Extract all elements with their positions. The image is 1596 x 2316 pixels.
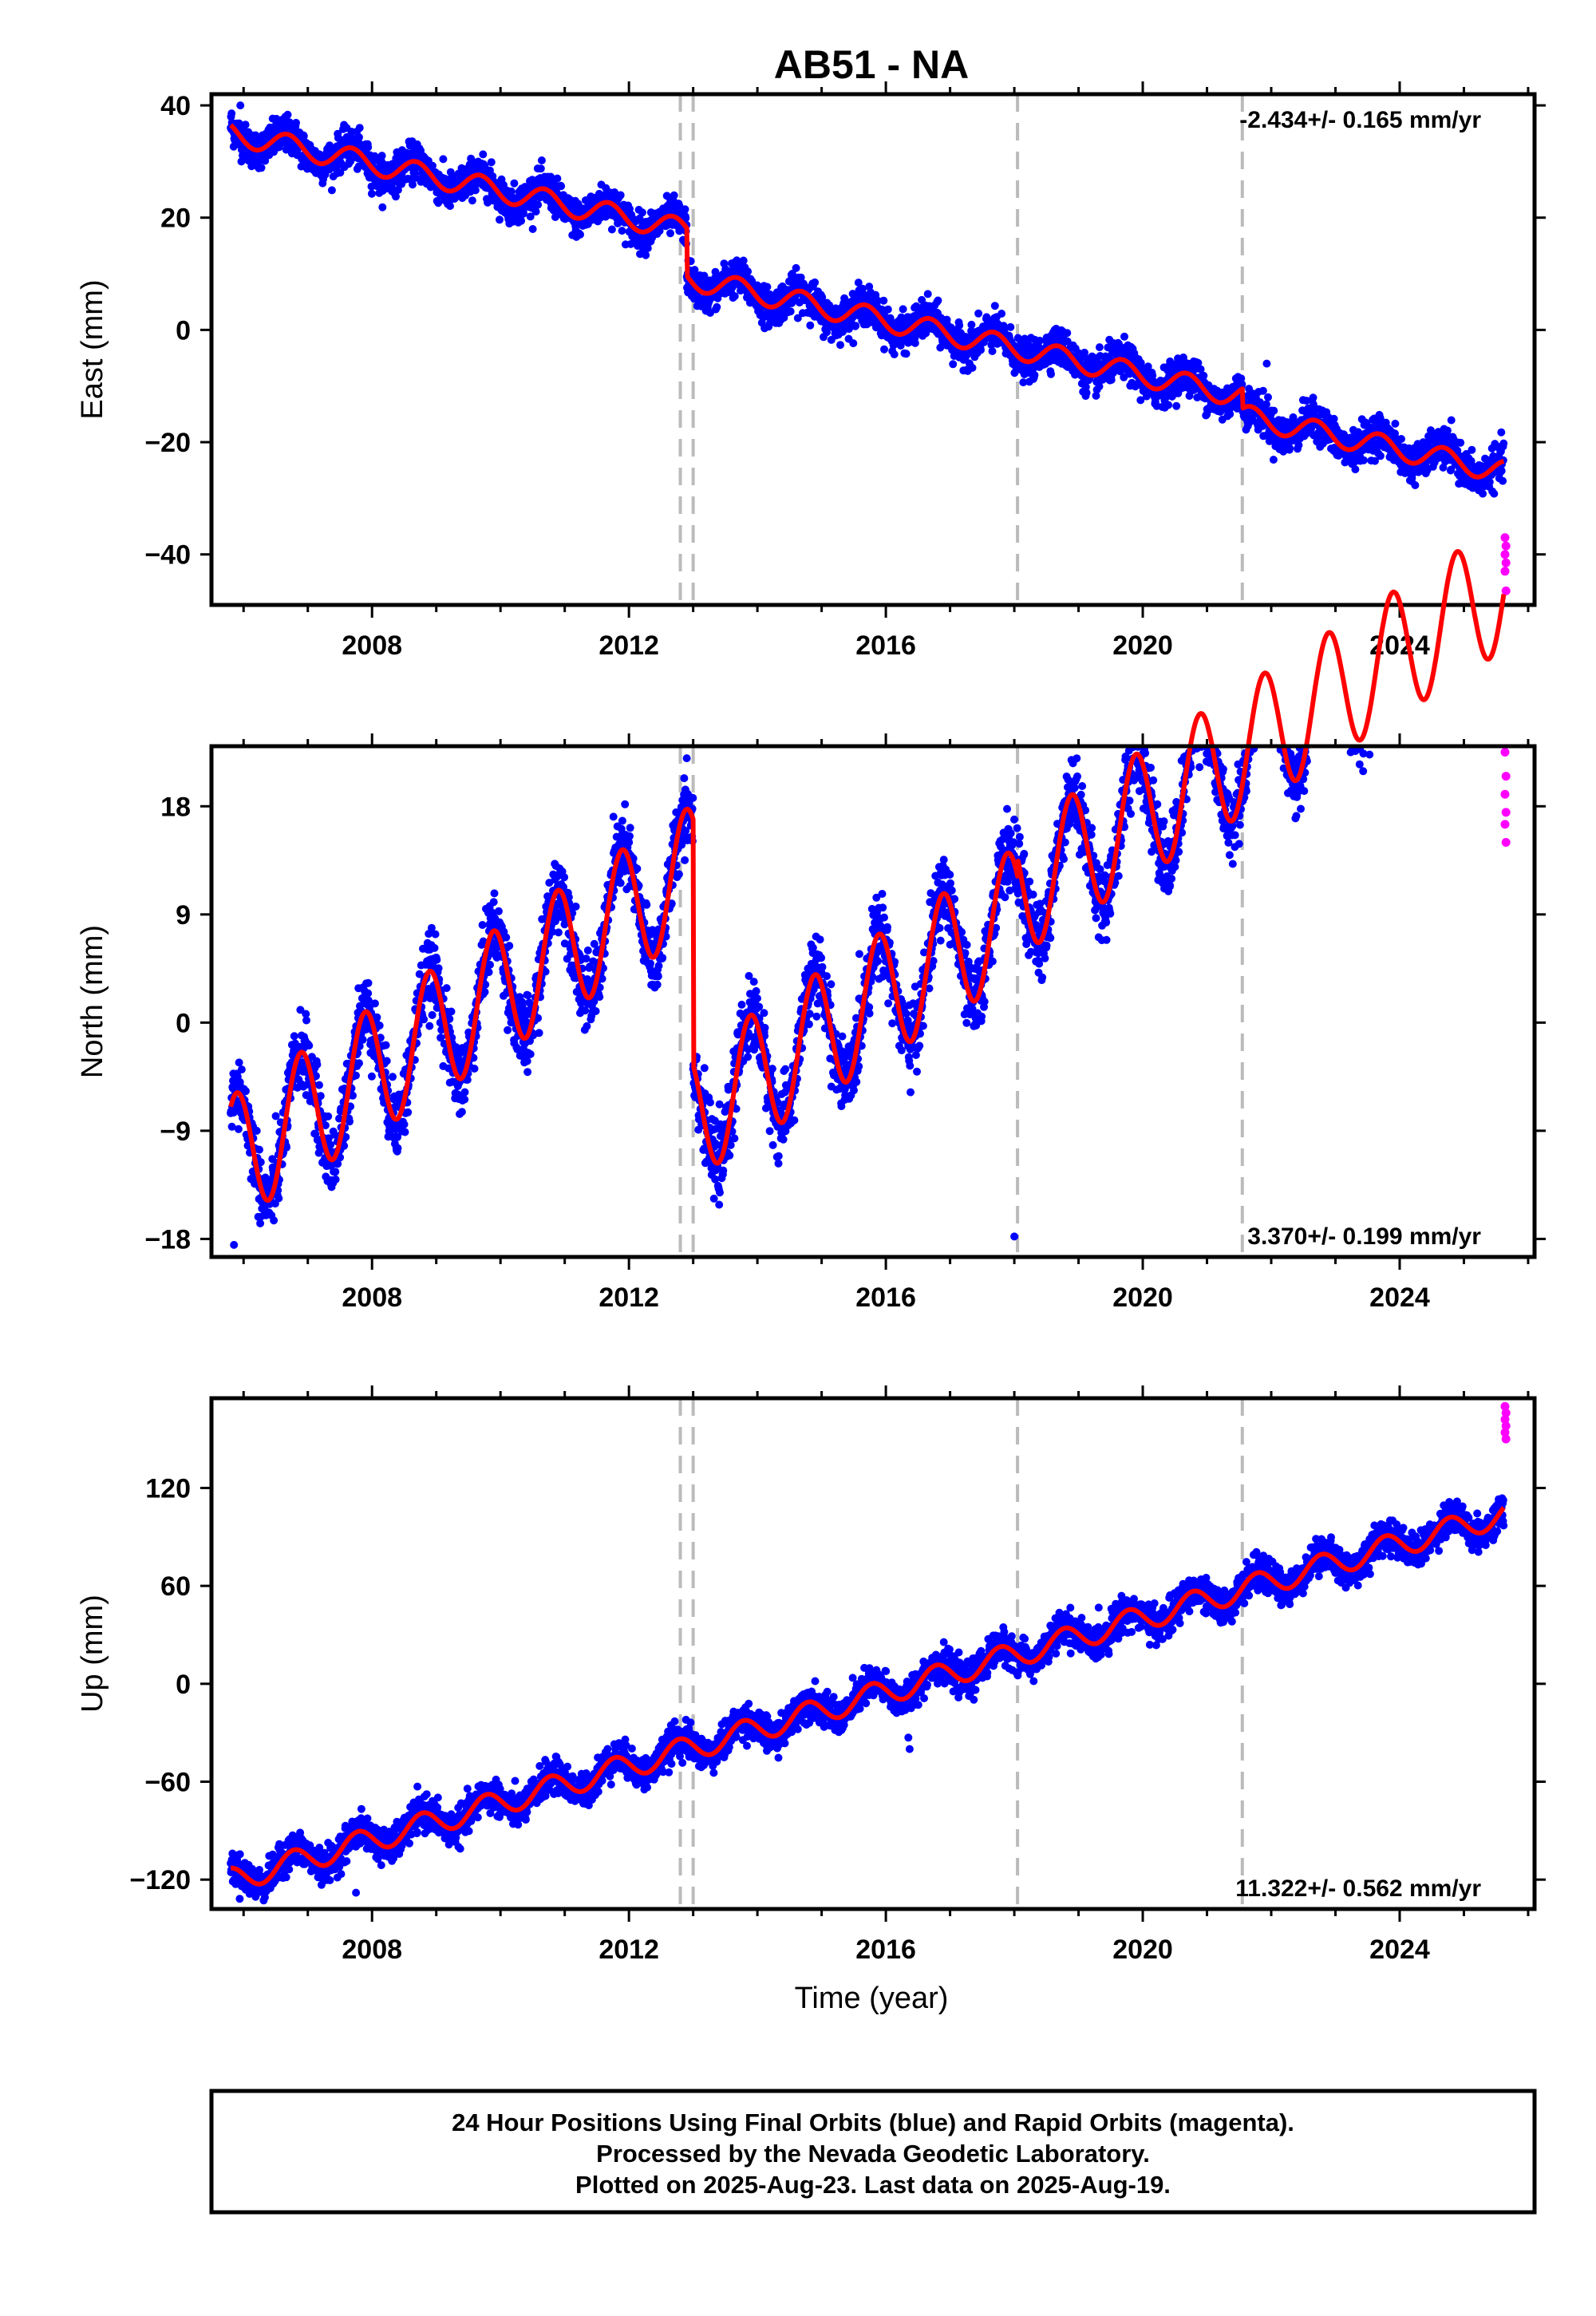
north-y-tick-label: −18 — [144, 1224, 191, 1255]
up-model-line — [229, 1506, 1506, 1887]
north-rapid-point — [1500, 789, 1510, 799]
east-y-tick-label: −20 — [144, 428, 191, 458]
up-rapid-point — [1501, 1408, 1511, 1417]
north-y-tick-label: 0 — [176, 1008, 191, 1038]
east-rapid-point — [1501, 558, 1511, 567]
up-rapid-point — [1500, 1415, 1510, 1425]
up-rapid-orbit-points — [1500, 1401, 1511, 1444]
north-x-tick-label: 2012 — [598, 1282, 659, 1313]
east-x-tick-label: 2012 — [598, 630, 659, 661]
up-x-tick-label: 2024 — [1369, 1935, 1430, 1965]
up-rapid-point — [1501, 1434, 1511, 1444]
up-rapid-point — [1500, 1401, 1510, 1411]
up-x-tick-label: 2020 — [1112, 1935, 1173, 1965]
north-rate-annotation: 3.370+/- 0.199 mm/yr — [1247, 1223, 1481, 1250]
up-y-tick-label: 0 — [176, 1670, 191, 1700]
north-rapid-point — [1500, 820, 1510, 829]
up-x-tick-label: 2008 — [342, 1935, 402, 1965]
up-y-axis-label: Up (mm) — [76, 1595, 109, 1713]
footer-line-1: 24 Hour Positions Using Final Orbits (bl… — [452, 2109, 1294, 2136]
east-plot-frame — [209, 92, 1537, 607]
north-final-orbit-points — [227, 746, 1374, 1249]
north-x-tick-label: 2024 — [1369, 1282, 1430, 1313]
up-y-tick-label: −120 — [129, 1865, 191, 1895]
east-x-tick-label: 2016 — [855, 630, 916, 661]
east-x-tick-label: 2008 — [342, 630, 402, 661]
north-y-axis-label: North (mm) — [76, 925, 109, 1078]
x-axis-label: Time (year) — [795, 1982, 949, 2015]
north-x-tick-label: 2016 — [855, 1282, 916, 1313]
north-rapid-point — [1501, 837, 1511, 847]
up-x-tick-label: 2012 — [598, 1935, 659, 1965]
north-x-tick-label: 2020 — [1112, 1282, 1173, 1313]
north-rapid-point — [1501, 808, 1511, 817]
east-final-orbit-points — [227, 101, 1508, 498]
up-y-tick-label: 120 — [145, 1473, 191, 1504]
east-rapid-point — [1500, 567, 1510, 576]
up-panel: 2008 2012 2016 2020 2024 120 60 0 −60 −120 Up (mm)… — [76, 1385, 1546, 1965]
north-rapid-point — [1501, 772, 1511, 781]
north-panel: 2008 2012 2016 2020 2024 18 9 0 −9 −18 North (mm) 3… — [76, 549, 1546, 1313]
up-rapid-point — [1500, 1428, 1510, 1437]
footer-box: 24 Hour Positions Using Final Orbits (bl… — [209, 2089, 1537, 2215]
east-y-axis-label: East (mm) — [76, 279, 109, 419]
up-plot-frame — [209, 1396, 1537, 1911]
north-model-line — [228, 549, 1507, 1203]
east-rapid-point — [1501, 541, 1511, 551]
footer-line-2: Processed by the Nevada Geodetic Laborat… — [596, 2140, 1150, 2168]
up-x-tick-label: 2016 — [855, 1935, 916, 1965]
up-rapid-point — [1501, 1421, 1511, 1431]
chart-title: AB51 - NA — [774, 42, 969, 87]
east-model-line — [229, 123, 1506, 480]
north-plot-frame — [209, 744, 1537, 1259]
east-y-tick-label: −40 — [144, 540, 191, 571]
east-rapid-point — [1500, 533, 1510, 543]
up-y-tick-label: −60 — [144, 1768, 191, 1798]
east-rapid-point — [1500, 550, 1510, 559]
east-rate-annotation: -2.434+/- 0.165 mm/yr — [1239, 107, 1481, 133]
east-x-tick-label: 2020 — [1112, 630, 1173, 661]
north-rapid-orbit-points — [1500, 748, 1511, 847]
north-rapid-point — [1500, 748, 1510, 757]
east-rapid-orbit-points — [1500, 533, 1511, 595]
east-y-tick-label: 40 — [160, 91, 191, 121]
north-y-tick-label: −9 — [160, 1117, 191, 1147]
east-y-tick-label: 20 — [160, 204, 191, 234]
north-y-tick-label: 18 — [160, 792, 191, 822]
east-y-tick-label: 0 — [176, 315, 191, 346]
north-x-tick-label: 2008 — [342, 1282, 402, 1313]
up-rate-annotation: 11.322+/- 0.562 mm/yr — [1235, 1875, 1481, 1902]
north-y-tick-label: 9 — [176, 900, 191, 931]
east-rapid-point — [1501, 586, 1511, 595]
up-y-tick-label: 60 — [160, 1571, 191, 1602]
footer-line-3: Plotted on 2025-Aug-23. Last data on 202… — [575, 2171, 1171, 2199]
